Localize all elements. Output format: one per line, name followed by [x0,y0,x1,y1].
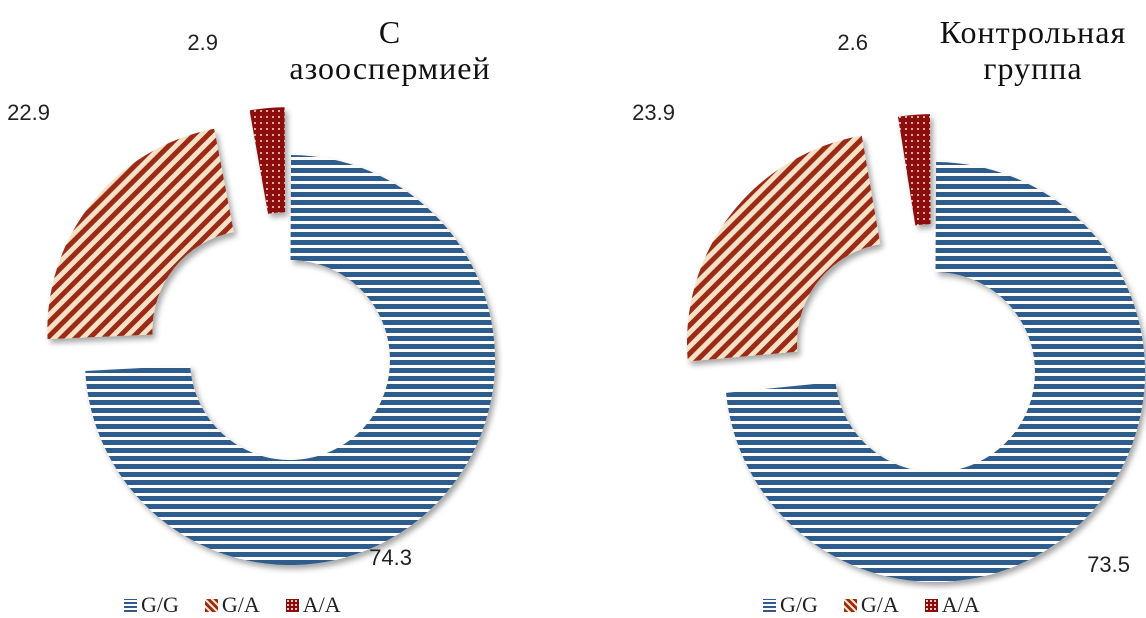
chart-legend: G/G G/A A/A [763,592,980,618]
data-label-ga: 22.9 [7,100,50,125]
legend-label-aa: A/A [941,592,980,617]
legend-label-ga: G/A [860,592,899,617]
legend-label-ga: G/A [221,592,260,617]
data-label-gg: 74.3 [369,545,412,570]
slice-ga [686,135,881,362]
legend-swatch-aa [924,598,938,612]
legend-swatch-gg [124,598,137,612]
legend-label-aa: A/A [302,592,341,617]
data-label-ga: 23.9 [632,100,675,125]
chart-control-group: 73.5 23.9 2.6 Контрольная группа G/G G/A A… [573,0,1146,617]
slice-aa [249,107,286,214]
legend-label-gg: G/G [141,592,179,617]
legend-swatch-ga [204,598,218,612]
legend-swatch-ga [843,598,857,612]
legend-item-gg: G/G [124,592,179,618]
chart-azoospermia: 74.3 22.9 2.9 С азооспермией G/G G/A A/A [0,0,573,617]
data-label-aa: 2.9 [187,30,218,55]
legend-item-gg: G/G [763,592,818,618]
chart-legend: G/G G/A A/A [124,592,341,618]
legend-swatch-gg [763,598,776,612]
legend-item-aa: A/A [924,592,980,618]
legend-label-gg: G/G [780,592,818,617]
slice-aa [898,114,931,226]
data-label-aa: 2.6 [837,30,868,55]
legend-item-ga: G/A [204,592,260,618]
chart-title: С азооспермией [289,14,491,86]
slice-gg [85,155,495,566]
chart-title: Контрольная группа [939,14,1127,86]
data-label-gg: 73.5 [1087,552,1130,577]
doughnut-chart-control: 73.5 23.9 2.6 [632,30,1145,583]
doughnut-chart-azoospermia: 74.3 22.9 2.9 [7,30,495,570]
slice-gg [726,162,1145,583]
slice-ga [47,128,234,340]
legend-item-ga: G/A [843,592,899,618]
legend-item-aa: A/A [285,592,341,618]
legend-swatch-aa [285,598,299,612]
